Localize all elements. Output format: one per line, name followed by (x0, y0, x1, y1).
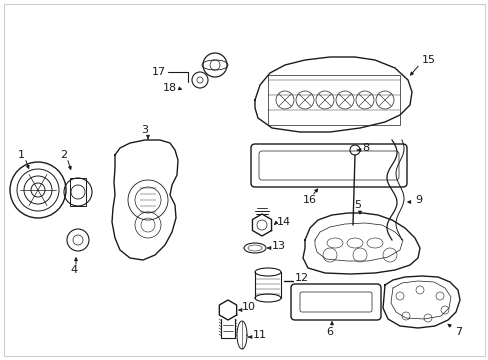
Text: 16: 16 (303, 195, 316, 205)
Text: 9: 9 (414, 195, 421, 205)
Text: 18: 18 (163, 83, 177, 93)
Text: 17: 17 (152, 67, 166, 77)
Text: 5: 5 (354, 200, 361, 210)
Bar (267, 75, 399, 125)
Text: 13: 13 (271, 241, 285, 251)
Text: 8: 8 (361, 143, 368, 153)
Bar (70, 178, 86, 206)
Text: 12: 12 (294, 273, 308, 283)
Text: 6: 6 (326, 327, 333, 337)
Text: 7: 7 (454, 327, 461, 337)
Text: 11: 11 (252, 330, 266, 340)
Text: 14: 14 (276, 217, 290, 227)
Text: 10: 10 (242, 302, 256, 312)
Text: 15: 15 (421, 55, 435, 65)
Text: 1: 1 (18, 150, 25, 160)
Text: 3: 3 (141, 125, 148, 135)
Text: 4: 4 (70, 265, 77, 275)
Text: 2: 2 (60, 150, 67, 160)
